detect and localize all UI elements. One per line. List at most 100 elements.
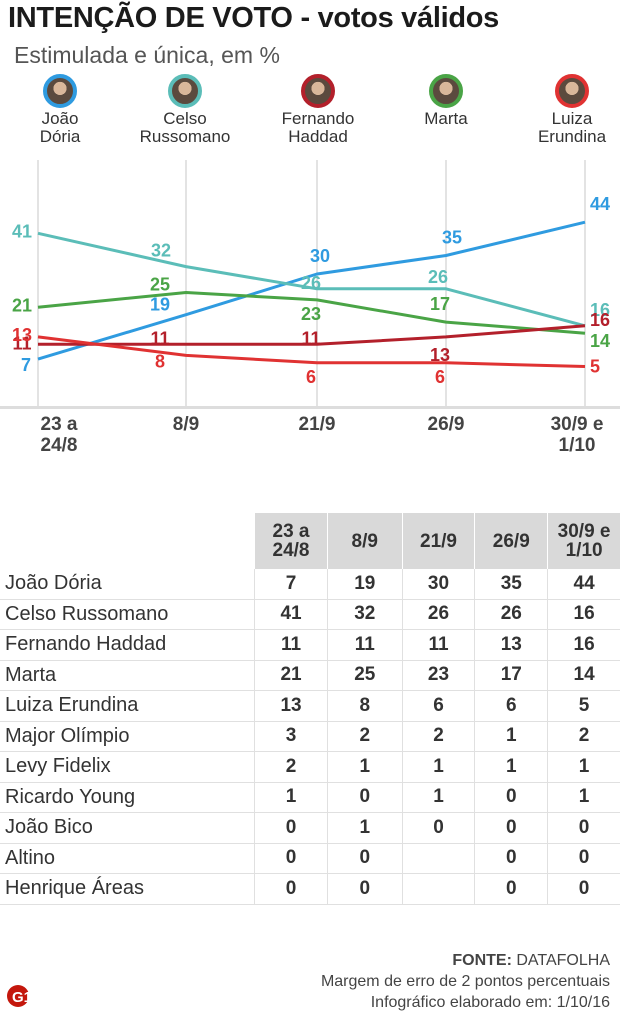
table-corner xyxy=(0,513,255,569)
row-name: Altino xyxy=(0,843,255,874)
series-line-4 xyxy=(37,335,586,368)
column-header: 23 a 24/8 xyxy=(254,513,328,569)
data-label: 19 xyxy=(150,295,170,315)
column-header: 26/9 xyxy=(474,513,548,569)
avatar xyxy=(43,74,77,108)
data-label: 35 xyxy=(442,228,462,248)
table-row: Celso Russomano 41 32 26 26 16 xyxy=(0,599,620,630)
x-tick-label: 26/9 xyxy=(428,414,465,435)
table-cell: 3 xyxy=(254,721,328,752)
row-name: João Dória xyxy=(0,569,255,600)
candidate-name: Fernando Haddad xyxy=(281,109,355,146)
table-cell: 0 xyxy=(254,812,328,844)
table-cell: 6 xyxy=(474,690,548,722)
table-cell: 14 xyxy=(547,660,620,691)
table-cell: 19 xyxy=(326,569,403,600)
data-label: 7 xyxy=(21,355,31,375)
row-name: Fernando Haddad xyxy=(0,629,255,661)
candidate-name: João Dória xyxy=(39,109,81,146)
table-cell: 2 xyxy=(254,751,328,783)
column-header: 8/9 xyxy=(326,513,403,569)
table-cell: 41 xyxy=(254,599,328,630)
results-table: 23 a 24/8 8/9 21/9 26/9 30/9 e 1/10 João Dór… xyxy=(0,513,620,905)
table-row: Henrique Áreas 0 0 0 0 xyxy=(0,873,620,905)
made-date: Infográfico elaborado em: 1/10/16 xyxy=(370,994,610,1011)
candidate-name: Luiza Erundina xyxy=(537,109,607,146)
table-cell: 2 xyxy=(547,721,620,752)
candidate-name: Celso Russomano xyxy=(139,109,231,146)
table-cell: 2 xyxy=(401,721,475,752)
candidate-name: Marta xyxy=(424,109,468,128)
data-label: 11 xyxy=(12,333,31,353)
table-row: João Dória 7 19 30 35 44 xyxy=(0,569,620,600)
x-axis-line xyxy=(0,406,620,409)
table-cell: 11 xyxy=(401,629,475,661)
data-label: 30 xyxy=(310,246,330,266)
table-cell: 7 xyxy=(254,569,328,600)
table-cell: 16 xyxy=(547,629,620,661)
candidate-3: Marta xyxy=(386,74,506,128)
x-tick-label: 23 a xyxy=(41,414,78,435)
table-cell: 1 xyxy=(547,782,620,813)
candidate-2: Fernando Haddad xyxy=(258,74,378,146)
row-name: Major Olímpio xyxy=(0,721,255,752)
row-name: Ricardo Young xyxy=(0,782,255,813)
table-row: Fernando Haddad 11 11 11 13 16 xyxy=(0,629,620,661)
data-label: 8 xyxy=(155,351,165,371)
table-cell: 23 xyxy=(401,660,475,691)
table-cell: 0 xyxy=(547,812,620,844)
table-cell: 26 xyxy=(401,599,475,630)
table-cell: 1 xyxy=(401,751,475,783)
table-cell: 25 xyxy=(326,660,403,691)
table-cell: 17 xyxy=(474,660,548,691)
table-cell: 0 xyxy=(547,873,620,905)
x-tick-label: 21/9 xyxy=(299,414,336,435)
data-label: 13 xyxy=(12,325,32,345)
series-line-2 xyxy=(37,291,586,335)
data-label: 23 xyxy=(301,304,321,324)
chart-title: INTENÇÃO DE VOTO - votos válidos xyxy=(8,2,500,34)
table-row: Altino 0 0 0 0 xyxy=(0,843,620,874)
data-label: 14 xyxy=(590,331,610,351)
data-label: 11 xyxy=(150,328,169,348)
column-header: 21/9 xyxy=(401,513,475,569)
table-cell: 16 xyxy=(547,599,620,630)
table-row: Ricardo Young 1 0 1 0 1 xyxy=(0,782,620,813)
data-label: 26 xyxy=(428,267,448,287)
data-label: 16 xyxy=(590,300,610,320)
x-tick-label: 24/8 xyxy=(41,435,78,456)
table-cell: 0 xyxy=(474,782,548,813)
row-name: Celso Russomano xyxy=(0,599,255,630)
data-label: 5 xyxy=(590,357,600,377)
table-cell: 32 xyxy=(326,599,403,630)
data-label: 26 xyxy=(301,273,321,293)
table-cell: 0 xyxy=(326,782,403,813)
table-cell: 0 xyxy=(401,812,475,844)
table-cell: 21 xyxy=(254,660,328,691)
table-cell: 11 xyxy=(254,629,328,661)
x-tick-label: 8/9 xyxy=(173,414,199,435)
row-name: Levy Fidelix xyxy=(0,751,255,783)
column-header: 30/9 e 1/10 xyxy=(547,513,620,569)
data-label: 25 xyxy=(150,275,170,295)
footer: FONTE: DATAFOLHA Margem de erro de 2 pon… xyxy=(321,950,610,1013)
table-row: Luiza Erundina 13 8 6 6 5 xyxy=(0,690,620,722)
avatar xyxy=(555,74,589,108)
data-label: 17 xyxy=(430,294,450,314)
table-cell: 1 xyxy=(326,812,403,844)
table-row: Marta 21 25 23 17 14 xyxy=(0,660,620,691)
avatar xyxy=(168,74,202,108)
table-cell: 35 xyxy=(474,569,548,600)
table-cell xyxy=(401,843,475,874)
series-line-3 xyxy=(38,324,586,346)
table-cell: 8 xyxy=(326,690,403,722)
avatar xyxy=(301,74,335,108)
g1-logo: G1 xyxy=(7,985,32,1007)
table-cell: 0 xyxy=(547,843,620,874)
table-cell: 0 xyxy=(474,873,548,905)
table-cell: 13 xyxy=(474,629,548,661)
candidate-4: Luiza Erundina xyxy=(512,74,620,146)
chart-subtitle: Estimulada e única, em % xyxy=(14,42,280,68)
table-cell: 2 xyxy=(326,721,403,752)
